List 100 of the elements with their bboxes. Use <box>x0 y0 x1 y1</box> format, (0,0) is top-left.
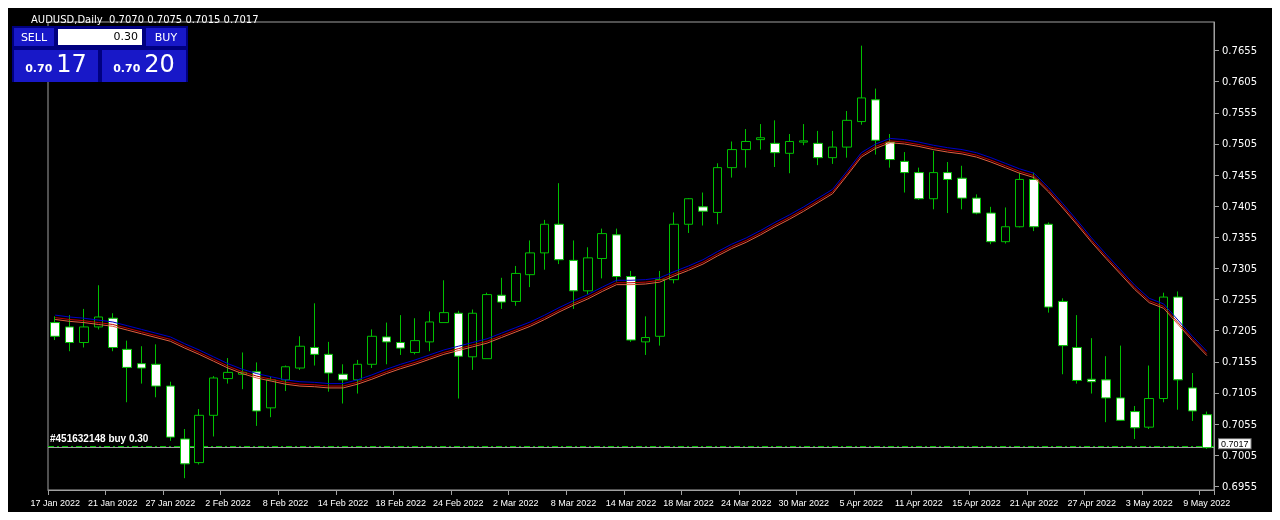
x-tick-label: 2 Feb 2022 <box>205 497 251 508</box>
candlestick <box>382 322 391 365</box>
candlestick <box>396 314 405 356</box>
candlestick <box>1087 337 1096 395</box>
y-tick-label: 0.6955 <box>1222 480 1257 492</box>
candlestick <box>295 335 305 371</box>
candlestick <box>741 128 751 169</box>
candlestick <box>367 328 377 369</box>
candlestick <box>684 197 693 234</box>
x-tick-label: 2 Mar 2022 <box>493 497 539 508</box>
candlestick <box>166 381 175 442</box>
candlestick <box>410 317 420 355</box>
candlestick <box>770 119 780 168</box>
candlestick <box>1101 355 1111 423</box>
candlestick <box>151 343 161 398</box>
candlestick <box>986 206 996 245</box>
candlestick <box>698 192 708 227</box>
candlestick <box>209 375 218 437</box>
candlestick <box>626 270 636 343</box>
candlestick <box>669 211 679 284</box>
candlestick <box>468 309 477 371</box>
y-tick-label: 0.7555 <box>1222 107 1257 119</box>
annotation: 0.70 <box>25 62 53 75</box>
candlestick <box>122 340 132 403</box>
x-tick-label: 24 Mar 2022 <box>720 497 772 508</box>
x-tick-label: 3 May 2022 <box>1125 497 1173 508</box>
annotation: 20 <box>144 50 175 78</box>
y-tick-label: 0.7655 <box>1222 45 1257 57</box>
candlestick <box>1058 297 1068 375</box>
candlestick <box>857 45 866 126</box>
candlestick <box>713 162 722 225</box>
x-tick-label: 21 Jan 2022 <box>88 497 138 508</box>
candlestick <box>914 167 924 201</box>
candlestick <box>871 88 880 156</box>
x-tick-label: 17 Jan 2022 <box>30 497 80 508</box>
candlestick <box>497 277 506 310</box>
chart-title: AUDUSD,Daily 0.7070 0.7075 0.7015 0.7017 <box>31 13 259 25</box>
x-tick-label: 18 Feb 2022 <box>375 497 426 508</box>
candlestick <box>425 310 434 352</box>
candlestick <box>266 376 276 418</box>
candlestick <box>439 279 449 324</box>
candlestick <box>785 133 794 174</box>
y-tick-label: 0.7355 <box>1222 231 1257 243</box>
candlestick <box>641 315 650 356</box>
candlestick <box>353 359 362 395</box>
candlestick <box>612 228 621 283</box>
y-tick-label: 0.7605 <box>1222 76 1257 88</box>
candlestick <box>65 314 74 352</box>
candlestick <box>597 228 607 279</box>
x-tick-label: 8 Mar 2022 <box>550 497 597 508</box>
candlestick <box>929 150 938 210</box>
x-tick-label: 27 Jan 2022 <box>145 497 196 508</box>
candlestick <box>540 219 549 271</box>
y-tick-label: 0.7155 <box>1222 356 1257 368</box>
candlestick <box>842 110 852 159</box>
y-tick-label: 0.7105 <box>1222 387 1257 399</box>
x-tick-label: 14 Mar 2022 <box>605 497 657 508</box>
x-tick-label: 15 Apr 2022 <box>952 497 1001 508</box>
candlestick <box>1130 405 1140 440</box>
candlestick <box>252 361 261 427</box>
candlestick <box>569 239 578 310</box>
y-tick-label: 0.7055 <box>1222 418 1257 430</box>
candlestick <box>1144 365 1154 430</box>
candlestick <box>454 310 463 400</box>
x-tick-label: 27 Apr 2022 <box>1067 497 1116 508</box>
candlestick <box>1188 372 1197 422</box>
candlestick <box>583 246 593 296</box>
candlestick <box>1029 172 1039 232</box>
text: SELL <box>20 30 48 44</box>
candlestick <box>1116 345 1125 422</box>
candlestick <box>310 302 319 367</box>
candlestick <box>1001 206 1010 245</box>
candlestick <box>972 193 981 215</box>
x-tick-label: 9 May 2022 <box>1183 497 1231 508</box>
ref-line-label: #451632148 buy 0.30 <box>50 433 149 445</box>
candlestick <box>1072 314 1082 385</box>
candlestick <box>50 315 60 341</box>
candlestick <box>813 130 823 166</box>
x-tick-label: 30 Mar 2022 <box>778 497 830 508</box>
candlestick <box>223 357 233 385</box>
y-tick-label: 0.7505 <box>1222 138 1257 150</box>
candlestick <box>828 130 837 165</box>
candlestick <box>943 161 952 214</box>
annotation: 17 <box>56 50 87 78</box>
candlestick <box>1159 292 1168 403</box>
x-tick-label: 18 Mar 2022 <box>663 497 714 508</box>
candlestick <box>511 265 521 307</box>
y-tick-label: 0.7305 <box>1222 262 1257 274</box>
annotation: BUY <box>146 28 186 46</box>
y-tick-label: 0.7255 <box>1222 294 1257 306</box>
candlestick <box>1173 290 1183 411</box>
x-tick-label: 21 Apr 2022 <box>1009 497 1059 508</box>
candlestick <box>338 363 348 404</box>
y-tick-label: 0.7405 <box>1222 200 1257 212</box>
x-tick-label: 11 Apr 2022 <box>894 497 943 508</box>
x-tick-label: 5 Apr 2022 <box>839 497 884 508</box>
candlestick <box>137 345 146 385</box>
candlestick <box>727 140 737 179</box>
annotation: 0.30 <box>58 29 142 45</box>
candlestick <box>525 239 535 288</box>
